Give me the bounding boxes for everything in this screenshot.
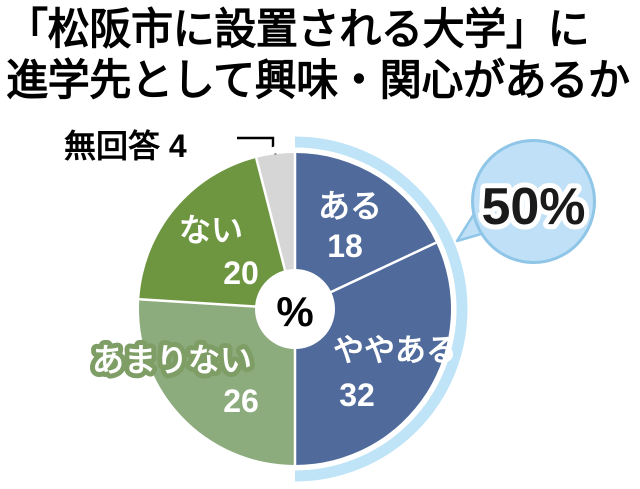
svg-text:ある: ある [318, 188, 382, 224]
svg-text:20: 20 [223, 255, 259, 291]
svg-text:18: 18 [327, 228, 363, 264]
svg-text:ややある: ややある [333, 333, 457, 368]
svg-text:あまりない: あまりない [92, 342, 252, 378]
svg-text:32: 32 [339, 377, 375, 413]
svg-text:26: 26 [223, 383, 259, 419]
svg-text:%: % [276, 288, 313, 335]
svg-text:50%: 50% [481, 178, 585, 236]
svg-text:ない: ない [179, 212, 243, 248]
